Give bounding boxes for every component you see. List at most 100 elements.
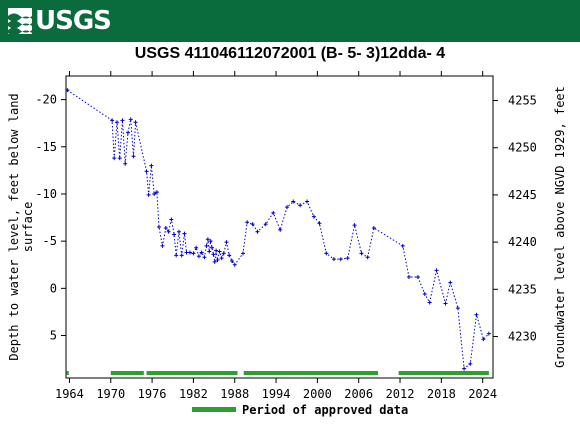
data-point (443, 301, 448, 306)
data-point (427, 300, 432, 305)
data-point (166, 229, 171, 234)
y-right-tick-label: 4245 (508, 188, 537, 202)
data-point (359, 251, 364, 256)
data-point (245, 220, 250, 225)
data-point (271, 210, 276, 215)
y-left-axis-label-line-2: surface (21, 202, 35, 253)
plot-frame (65, 75, 494, 379)
data-point (196, 254, 201, 259)
data-point (338, 257, 343, 262)
data-point (324, 251, 329, 256)
approved-period-bar (146, 371, 238, 375)
y-left-tick-label: -10 (35, 187, 57, 201)
data-point (169, 217, 174, 222)
data-point (211, 252, 216, 257)
data-point (205, 237, 210, 242)
data-point (160, 243, 165, 248)
data-point (149, 163, 154, 168)
y-left-tick-label: -5 (43, 234, 57, 248)
data-point (311, 214, 316, 219)
x-tick-label: 1988 (220, 387, 249, 401)
data-point (474, 312, 479, 317)
data-point (182, 231, 187, 236)
data-point (204, 243, 209, 248)
data-point (468, 361, 473, 366)
y-right-tick-label: 4240 (508, 235, 537, 249)
y-left-axis-label-line-1: Depth to water level, feet below land (7, 93, 21, 360)
data-point (415, 275, 420, 280)
data-point (291, 199, 296, 204)
data-point (434, 268, 439, 273)
data-point (462, 366, 467, 371)
data-point (65, 88, 70, 93)
data-point (120, 118, 125, 123)
data-point (224, 240, 229, 245)
data-point (172, 232, 177, 237)
data-point (229, 258, 234, 263)
x-tick-label: 2012 (386, 387, 415, 401)
x-tick-label: 1970 (96, 387, 125, 401)
data-point (176, 229, 181, 234)
data-point (448, 280, 453, 285)
y-left-tick-label: 5 (50, 329, 57, 343)
y-right-tick-label: 4235 (508, 282, 537, 296)
usgs-logo[interactable]: USGS (8, 6, 112, 36)
y-right-tick-label: 4255 (508, 94, 537, 108)
data-point (285, 205, 290, 210)
data-point (232, 262, 237, 267)
data-point (146, 192, 151, 197)
y-right-tick-label: 4250 (508, 141, 537, 155)
x-tick-label: 1994 (262, 387, 291, 401)
data-point (221, 251, 226, 256)
data-point (156, 225, 161, 229)
x-tick-label: 2006 (344, 387, 373, 401)
x-tick-label: 2000 (303, 387, 332, 401)
data-point (194, 245, 199, 250)
data-point (365, 255, 370, 260)
data-point (207, 249, 212, 254)
data-point (202, 255, 207, 260)
y-left-tick-label: 0 (50, 281, 57, 295)
x-tick-label: 2024 (468, 387, 497, 401)
data-point (174, 253, 179, 258)
data-point (305, 199, 310, 204)
data-point (210, 245, 215, 250)
y-left-tick-label: -20 (35, 93, 57, 107)
data-point (455, 306, 460, 311)
data-point (191, 251, 196, 256)
data-point (110, 118, 115, 123)
data-point (163, 225, 168, 230)
x-tick-label: 2018 (427, 387, 456, 401)
y-right-tick-label: 4230 (508, 329, 537, 343)
usgs-logo-text: USGS (35, 6, 112, 36)
data-point (250, 222, 255, 227)
data-point (187, 250, 192, 255)
data-point (345, 256, 350, 261)
data-point (152, 191, 157, 196)
data-point (125, 130, 130, 135)
data-point (352, 223, 357, 228)
data-point (117, 156, 122, 161)
approved-period-bar (110, 371, 144, 375)
data-point (112, 156, 117, 161)
usgs-wave-icon (8, 8, 32, 34)
data-point (331, 257, 336, 262)
data-point (400, 243, 405, 248)
data-point (219, 256, 224, 261)
data-point (154, 190, 159, 195)
x-tick-label: 1982 (179, 387, 208, 401)
data-point (278, 227, 283, 232)
data-point (422, 292, 427, 297)
data-point (212, 259, 217, 264)
data-point (214, 248, 219, 253)
data-point (227, 253, 232, 258)
x-tick-label: 1964 (55, 387, 84, 401)
data-point (263, 222, 268, 227)
data-point (255, 229, 260, 234)
data-point (199, 250, 204, 255)
y-left-tick-label: -15 (35, 140, 57, 154)
approved-period-bar (66, 371, 69, 375)
legend-swatch (192, 407, 236, 412)
data-point (298, 203, 303, 208)
data-point (133, 120, 138, 125)
